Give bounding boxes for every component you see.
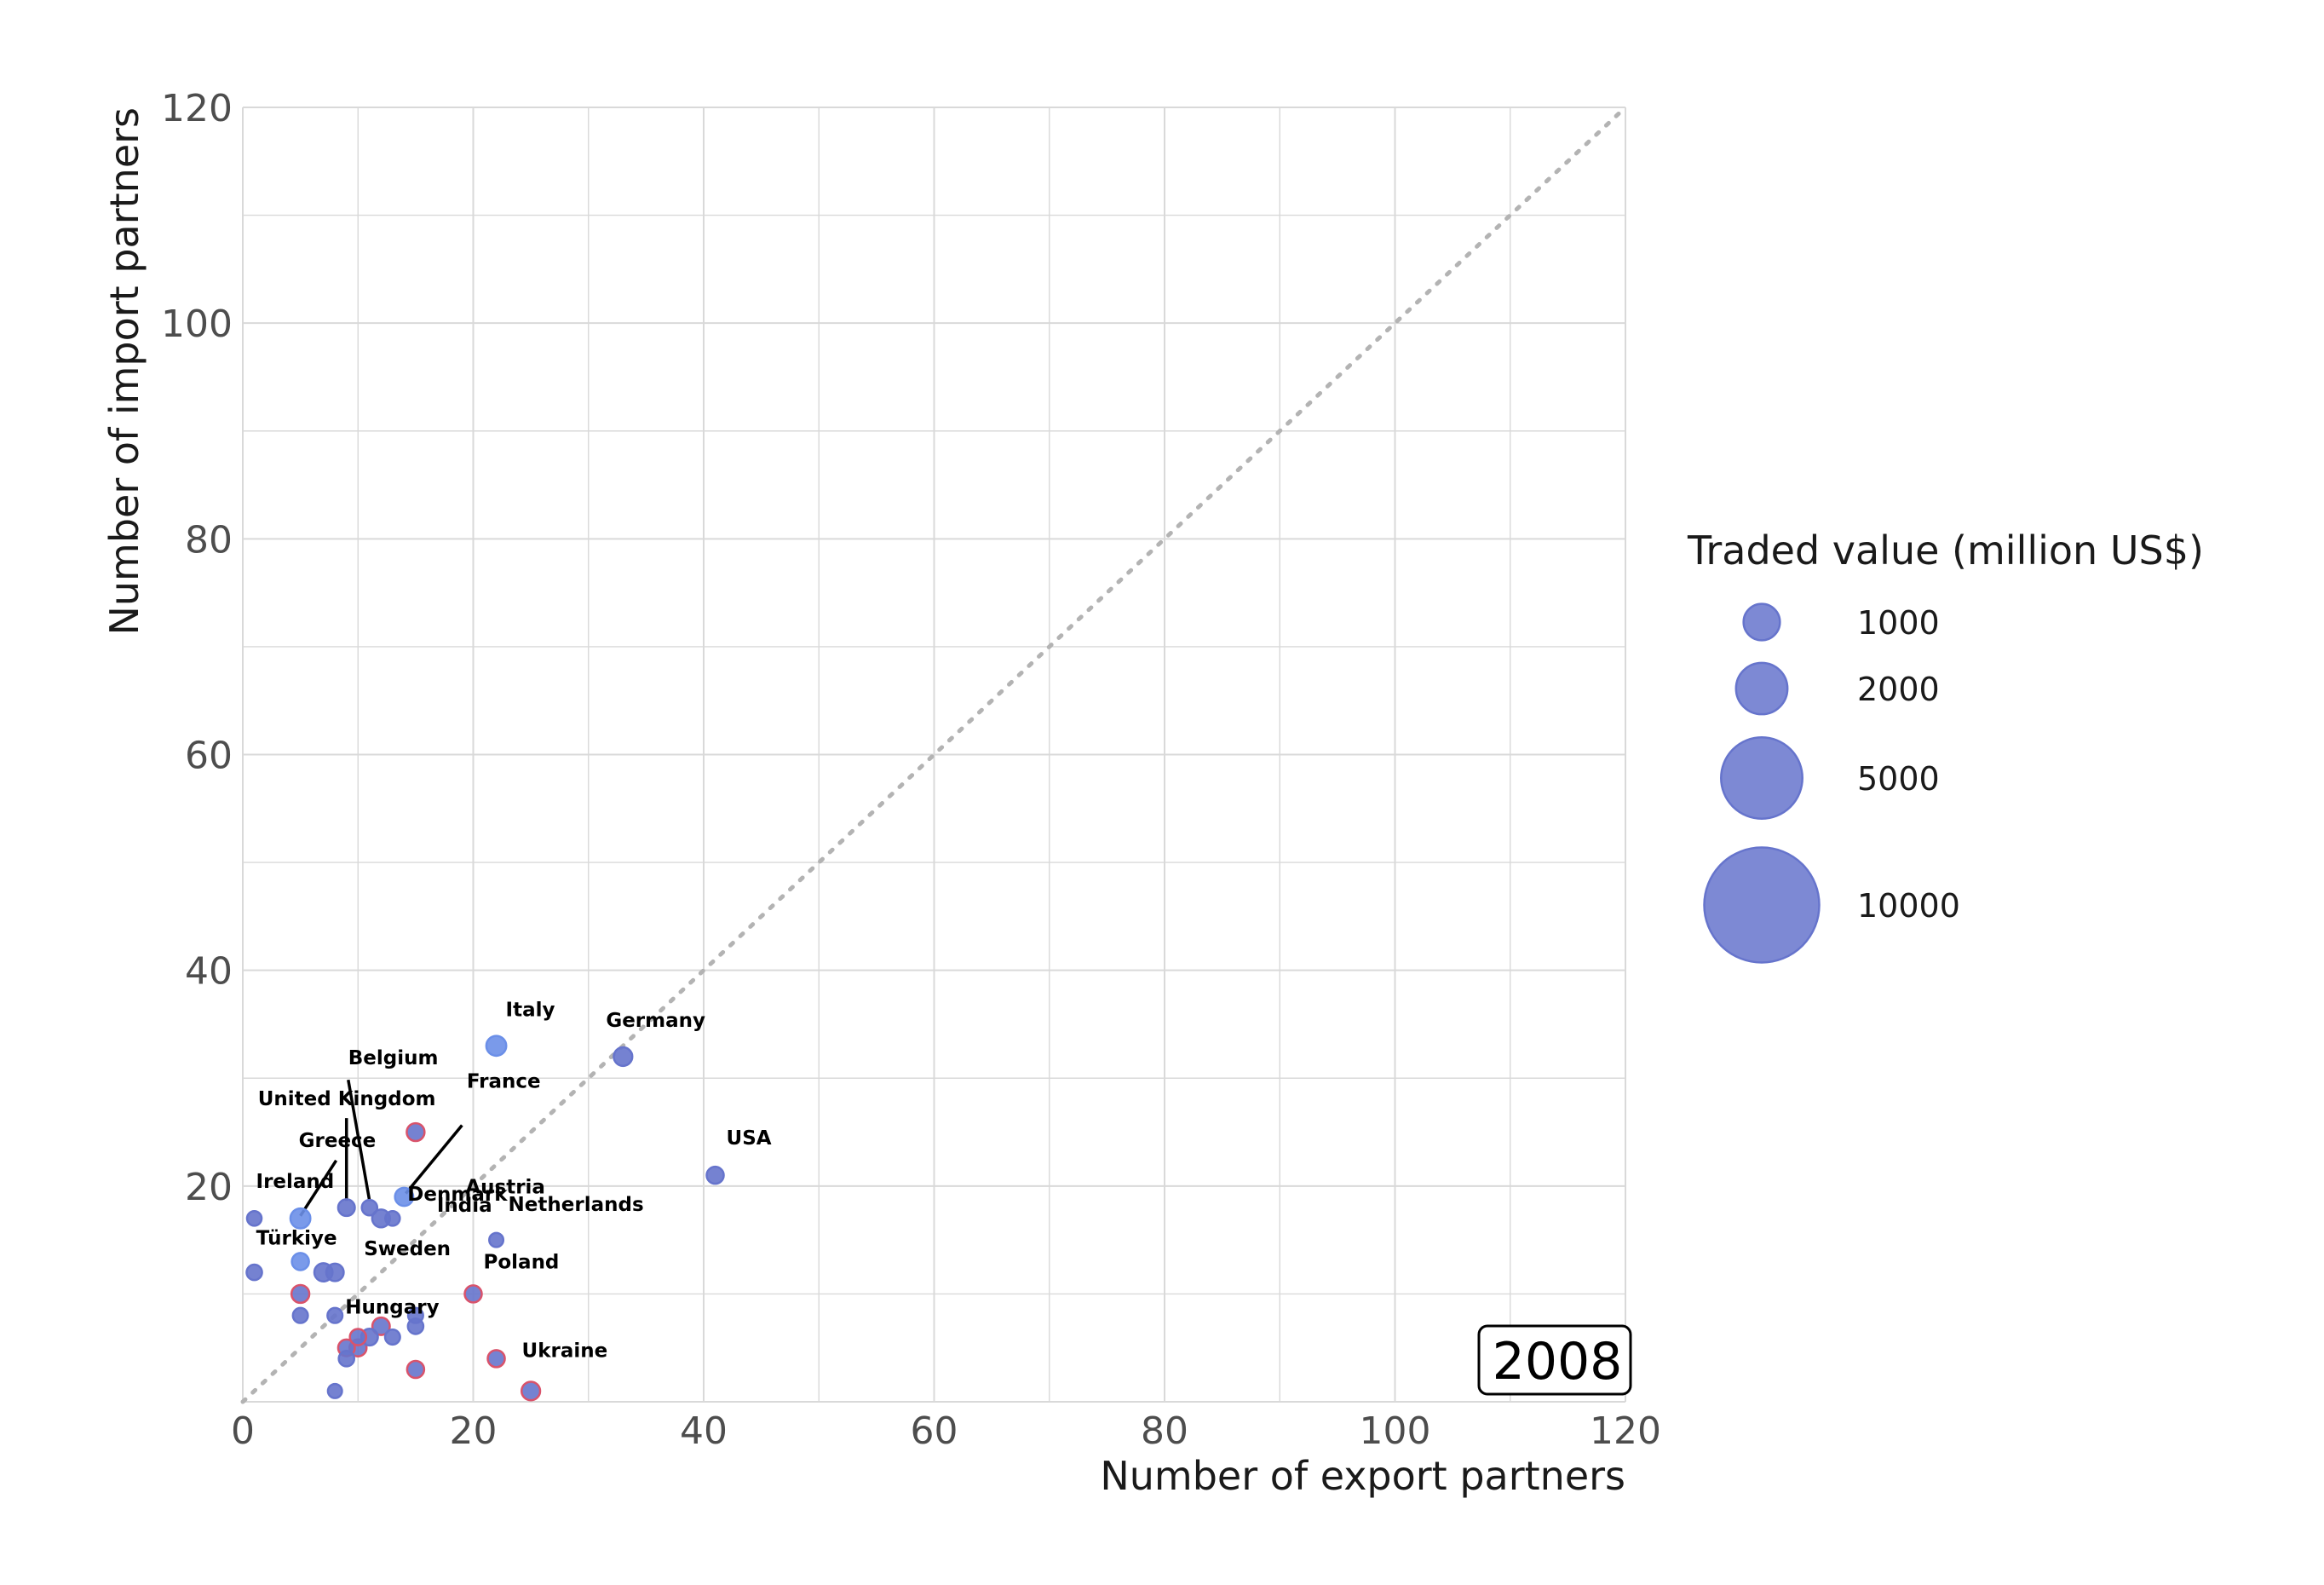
year-box: [1477, 1324, 1632, 1396]
data-points: [245, 1035, 725, 1402]
y-axis-ticks: 20 40 60 80 100 120: [161, 87, 233, 1209]
point-label: India: [437, 1195, 492, 1217]
data-point-ukraine: [486, 1349, 506, 1369]
data-point: [383, 1328, 401, 1346]
leader-line: [405, 1124, 463, 1195]
year-label: 2008: [1493, 1332, 1623, 1392]
legend-circle: [1742, 602, 1781, 642]
x-tick-label: 20: [450, 1409, 498, 1453]
label-leader-lines: [299, 1079, 463, 1217]
legend-circle: [1720, 736, 1803, 820]
leader-line: [347, 1079, 371, 1202]
diagonal-reference-line: [240, 105, 1628, 1404]
data-point-germany: [613, 1046, 634, 1068]
x-axis-title: Number of export partners: [1100, 1453, 1625, 1499]
point-label: Germany: [606, 1010, 705, 1032]
data-point-italy: [485, 1035, 508, 1058]
point-labels: Italy Germany USA France Austria Belgium Unite…: [256, 999, 772, 1362]
legend-title: Traded value (million US$): [1687, 527, 2204, 573]
y-tick-label: 40: [185, 950, 233, 994]
point-label: United Kingdom: [258, 1088, 436, 1110]
data-point-austria: [394, 1186, 415, 1207]
data-point: [245, 1263, 263, 1282]
point-label: Greece: [299, 1130, 377, 1152]
point-label: Netherlands: [509, 1194, 644, 1216]
legend-label: 10000: [1857, 887, 1960, 925]
data-point-hungary: [371, 1316, 391, 1336]
point-label: Italy: [506, 999, 555, 1021]
data-point-usa: [705, 1165, 725, 1185]
x-tick-label: 100: [1360, 1409, 1431, 1453]
point-label: Ireland: [256, 1171, 335, 1193]
data-point-sweden: [325, 1262, 345, 1282]
point-label: USA: [727, 1127, 772, 1150]
leader-line: [299, 1159, 338, 1217]
point-label: Türkiye: [256, 1227, 337, 1249]
data-point-poland: [463, 1284, 483, 1304]
data-point-türkiye: [290, 1252, 310, 1271]
data-point-united-kingdom: [337, 1198, 356, 1218]
y-axis-title: Number of import partners: [101, 107, 147, 636]
data-point: [290, 1283, 311, 1305]
legend-label: 5000: [1857, 760, 1940, 798]
gridlines: [242, 107, 1626, 1403]
data-point-ireland: [245, 1210, 263, 1227]
point-label: France: [467, 1071, 541, 1093]
x-tick-label: 60: [911, 1409, 958, 1453]
y-tick-label: 100: [161, 303, 233, 346]
legend-circle: [1734, 661, 1789, 716]
x-tick-label: 0: [231, 1409, 255, 1453]
year-badge: 2008: [1477, 1324, 1632, 1396]
data-point-netherlands: [488, 1231, 505, 1248]
point-label: Hungary: [345, 1296, 439, 1318]
legend-label: 1000: [1857, 604, 1940, 642]
legend-entries: 1000 2000 5000 10000: [1703, 602, 1960, 964]
data-point-belgium: [360, 1198, 379, 1217]
data-point: [326, 1306, 344, 1324]
data-point: [291, 1306, 309, 1324]
data-point: [337, 1350, 356, 1368]
point-label: Poland: [484, 1251, 560, 1273]
y-tick-label: 20: [185, 1166, 233, 1209]
x-tick-label: 80: [1141, 1409, 1188, 1453]
data-point: [348, 1328, 368, 1346]
data-point-france: [406, 1121, 426, 1143]
legend-circle: [1703, 846, 1821, 964]
data-point: [406, 1359, 426, 1380]
point-label: Austria: [465, 1176, 545, 1198]
y-tick-label: 120: [161, 87, 233, 130]
point-label: Belgium: [348, 1047, 439, 1069]
data-point: [326, 1382, 343, 1399]
point-label: Ukraine: [522, 1340, 608, 1362]
data-point-india: [384, 1210, 401, 1227]
data-point-greece: [289, 1207, 312, 1230]
x-tick-label: 40: [680, 1409, 728, 1453]
size-legend: Traded value (million US$) 1000200050001…: [1687, 527, 2204, 964]
x-tick-label: 120: [1590, 1409, 1661, 1453]
point-label: Sweden: [364, 1238, 451, 1260]
legend-label: 2000: [1857, 671, 1940, 708]
data-point: [520, 1380, 542, 1402]
point-label: Denmark: [407, 1184, 508, 1206]
x-axis-ticks: 0 20 40 60 80 100 120: [231, 1409, 1661, 1453]
y-tick-label: 60: [185, 735, 233, 778]
y-tick-label: 80: [185, 518, 233, 562]
data-point: [406, 1306, 424, 1324]
